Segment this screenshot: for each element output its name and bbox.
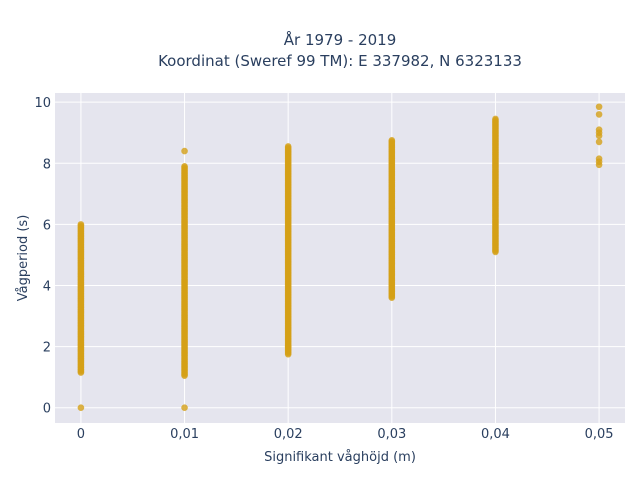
data-point xyxy=(284,143,292,150)
data-point xyxy=(595,111,603,118)
x-tick-label: 0,02 xyxy=(274,427,303,442)
x-tick-label: 0,03 xyxy=(377,427,406,442)
data-point xyxy=(388,137,396,144)
chart-title-line2: Koordinat (Sweref 99 TM): E 337982, N 63… xyxy=(158,52,522,70)
data-point xyxy=(492,115,499,123)
data-point xyxy=(284,343,292,350)
y-tick-label: 4 xyxy=(43,280,51,295)
data-point xyxy=(595,138,603,146)
x-axis-label: Signifikant våghöjd (m) xyxy=(264,450,416,465)
data-point xyxy=(77,404,85,412)
y-tick-label: 2 xyxy=(43,341,51,356)
x-axis-ticks: 0 0,01 0,02 0,03 0,04 0,05 xyxy=(77,427,614,442)
y-tick-label: 8 xyxy=(43,157,51,172)
data-points xyxy=(77,103,603,412)
x-tick-label: 0,05 xyxy=(585,427,614,442)
x-tick-label: 0 xyxy=(77,427,85,442)
y-tick-label: 10 xyxy=(34,96,51,111)
y-axis-label: Vågperiod (s) xyxy=(16,215,31,302)
data-point xyxy=(595,126,603,133)
data-point xyxy=(181,404,188,412)
data-point xyxy=(77,221,85,228)
y-axis-ticks: 0 2 4 6 8 10 xyxy=(34,96,51,417)
x-tick-label: 0,04 xyxy=(481,427,510,442)
y-tick-label: 6 xyxy=(43,218,51,233)
data-point xyxy=(595,155,603,162)
data-point xyxy=(595,103,603,111)
plot-area xyxy=(55,93,625,423)
data-point xyxy=(181,147,188,155)
y-tick-label: 0 xyxy=(43,402,51,417)
data-point xyxy=(181,163,188,170)
x-tick-label: 0,01 xyxy=(170,427,199,442)
chart-title-line1: År 1979 - 2019 xyxy=(284,30,397,49)
